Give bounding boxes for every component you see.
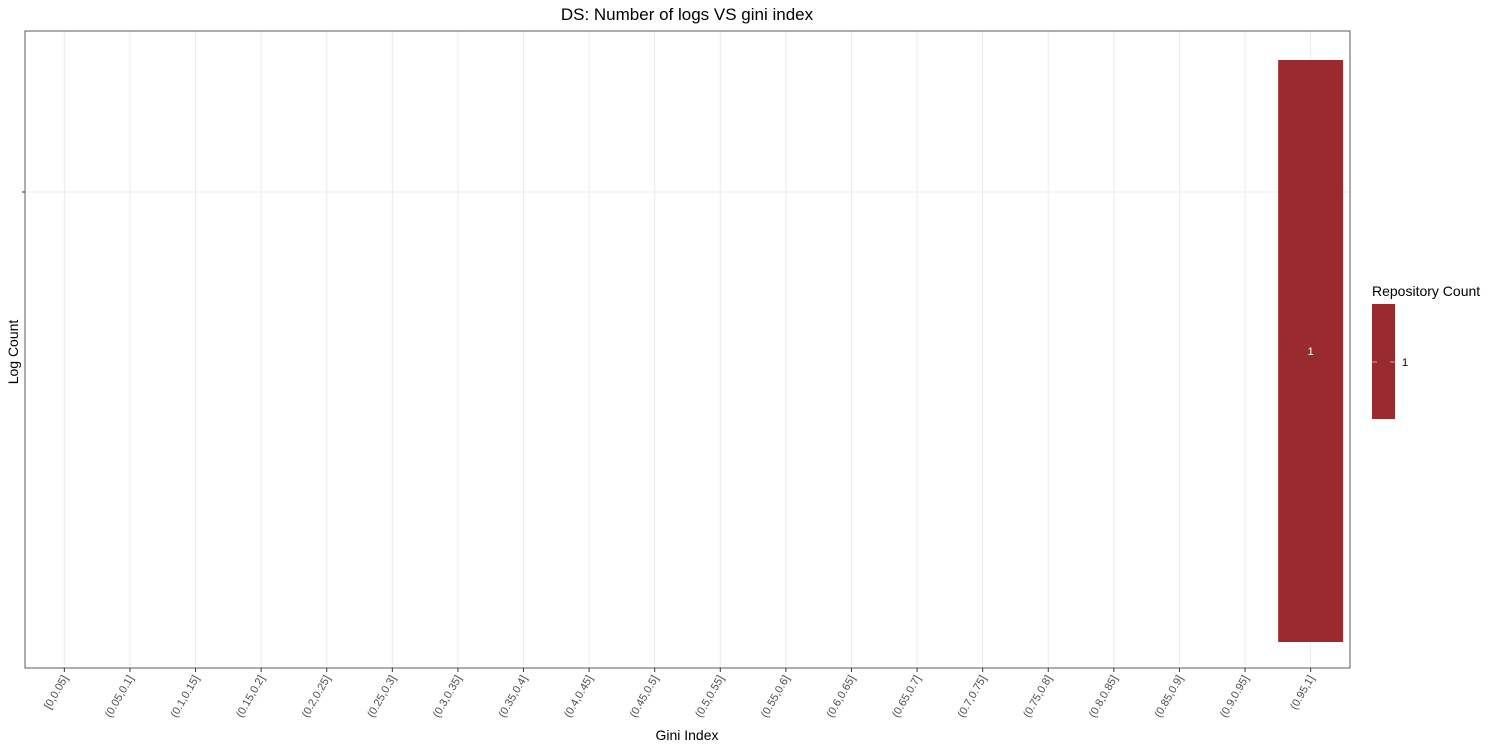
bar-label: 1 — [1308, 346, 1314, 358]
x-tick-label: (0.75,0.8] — [1021, 674, 1055, 720]
x-tick-label: (0.6,0.65] — [824, 674, 858, 720]
legend-label: 1 — [1402, 357, 1408, 369]
x-tick-label: (0.65,0.7] — [890, 674, 924, 720]
plot-panel: 1 [0,0.05] (0.05,0.1] (0.1,0.15] (0.15,0.2] (… — [22, 30, 1351, 720]
x-tick-label: (0.4,0.45] — [562, 674, 596, 720]
x-tick-label: (0.95,1] — [1288, 674, 1317, 712]
x-tick-label: (0.85,0.9] — [1152, 674, 1186, 720]
x-tick-label: (0.7,0.75] — [956, 674, 990, 720]
panel-background — [25, 31, 1350, 668]
x-tick-label: (0.9,0.95] — [1218, 674, 1252, 720]
x-tick-label: (0.1,0.15] — [169, 674, 203, 720]
x-tick-label: [0,0.05] — [42, 674, 71, 712]
x-tick-label: (0.3,0.35] — [431, 674, 465, 720]
legend-swatch — [1372, 304, 1395, 419]
legend: Repository Count 1 — [1372, 283, 1480, 419]
y-axis-title: Log Count — [5, 320, 21, 385]
x-axis-title: Gini Index — [655, 727, 718, 743]
legend-title: Repository Count — [1372, 283, 1480, 299]
x-tick-label: (0.8,0.85] — [1087, 674, 1121, 720]
x-tick-label: (0.5,0.55] — [693, 674, 727, 720]
x-tick-label: (0.35,0.4] — [496, 674, 530, 720]
x-tick-label: (0.2,0.25] — [300, 674, 334, 720]
x-tick-label: (0.45,0.5] — [628, 674, 662, 720]
x-tick-label: (0.05,0.1] — [103, 674, 137, 720]
chart-title: DS: Number of logs VS gini index — [561, 5, 814, 24]
x-tick-label: (0.55,0.6] — [759, 674, 793, 720]
x-tick-label: (0.25,0.3] — [365, 674, 399, 720]
panel-border — [24, 30, 1351, 669]
bar — [1278, 60, 1344, 642]
x-tick-label: (0.15,0.2] — [234, 674, 268, 720]
